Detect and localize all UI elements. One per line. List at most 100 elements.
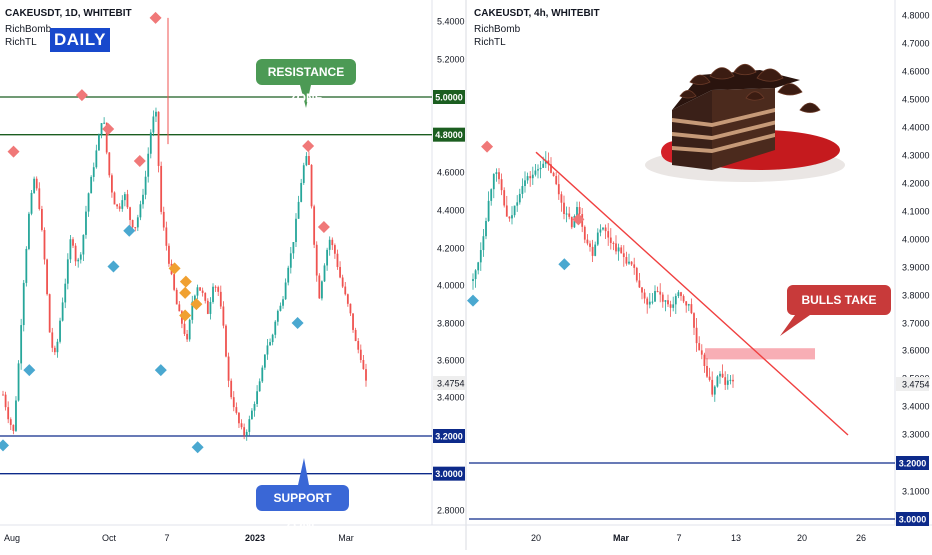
buy-signal-marker[interactable] xyxy=(467,294,479,307)
candle-body xyxy=(521,186,524,194)
left-horizontal-levels xyxy=(0,96,432,475)
candle-body xyxy=(661,294,664,302)
candle-body xyxy=(643,292,646,299)
bulls-zone-box[interactable] xyxy=(705,348,815,360)
sell-signal-marker[interactable] xyxy=(7,145,20,158)
candle-body xyxy=(139,204,142,218)
buy-signal-marker[interactable] xyxy=(191,441,204,454)
candle-body xyxy=(300,182,303,202)
candle-body xyxy=(318,275,321,299)
x-tick-label: Mar xyxy=(338,533,354,543)
candle-body xyxy=(235,407,238,413)
sell-signal-marker[interactable] xyxy=(149,11,162,24)
left-symbol-title: CAKEUSDT, 1D, WHITEBIT xyxy=(5,8,132,19)
candle-body xyxy=(274,321,277,335)
candle-body xyxy=(511,215,513,219)
x-tick-label: Mar xyxy=(613,533,630,543)
candle-body xyxy=(346,294,349,304)
candle-body xyxy=(201,290,204,293)
buy-signal-marker[interactable] xyxy=(23,364,36,377)
bulls-take-over-callout: BULLS TAKE OVER xyxy=(787,285,891,337)
left-price-axis: 5.0000 4.8000 3.2000 3.0000 5.4000 5.2000 4.60… xyxy=(433,17,465,516)
right-bulls-zone xyxy=(705,348,815,360)
candle-body xyxy=(700,350,703,355)
candle-body xyxy=(266,345,269,355)
sell-signal-marker[interactable] xyxy=(133,155,146,168)
candle-body xyxy=(607,231,610,238)
candle-body xyxy=(654,291,656,302)
candle-body xyxy=(69,239,72,260)
candle-body xyxy=(365,369,367,381)
y-tick-label: 3.4000 xyxy=(437,393,465,403)
candle-body xyxy=(550,164,552,173)
candle-body xyxy=(352,313,354,330)
candle-body xyxy=(477,262,480,271)
sell-signal-marker[interactable] xyxy=(102,123,115,136)
candle-body xyxy=(680,292,682,297)
orange-signal-marker[interactable] xyxy=(190,298,203,311)
candle-body xyxy=(279,305,282,311)
buy-signal-marker[interactable] xyxy=(154,364,167,377)
left-indicator-richbomb[interactable]: RichBomb xyxy=(5,24,52,35)
orange-signal-marker[interactable] xyxy=(179,286,192,299)
buy-signal-marker[interactable] xyxy=(107,260,120,273)
candle-body xyxy=(85,211,87,235)
candle-body xyxy=(732,379,734,382)
candle-body xyxy=(282,299,284,306)
candle-body xyxy=(620,247,623,254)
right-indicator-richtl[interactable]: RichTL xyxy=(474,37,506,48)
buy-signal-marker[interactable] xyxy=(0,439,9,452)
candle-body xyxy=(64,283,67,303)
candle-body xyxy=(333,245,336,254)
candle-body xyxy=(147,153,150,177)
chocolate-curl xyxy=(733,63,757,76)
sell-signal-marker[interactable] xyxy=(572,213,585,226)
candle-body xyxy=(612,242,615,244)
candle-body xyxy=(30,192,33,214)
right-indicator-richbomb[interactable]: RichBomb xyxy=(474,24,521,35)
buy-signal-marker[interactable] xyxy=(123,224,136,237)
y-tick-label: 4.3000 xyxy=(902,151,930,161)
y-tick-label: 4.1000 xyxy=(902,207,930,217)
sell-signal-marker[interactable] xyxy=(302,139,315,152)
candle-body xyxy=(51,332,54,348)
candle-body xyxy=(212,286,214,302)
buy-signal-marker[interactable] xyxy=(291,317,304,329)
sell-signal-marker[interactable] xyxy=(75,89,88,102)
sell-signal-marker[interactable] xyxy=(481,140,494,153)
candle-body xyxy=(349,303,352,314)
y-tick-label: 4.4000 xyxy=(437,206,465,216)
descending-trendline[interactable] xyxy=(535,151,849,436)
candle-body xyxy=(134,227,137,229)
y-tick-label: 5.2000 xyxy=(437,55,465,65)
orange-signal-marker[interactable] xyxy=(179,309,192,322)
left-indicator-richtl[interactable]: RichTL xyxy=(5,37,37,48)
x-tick-label: 20 xyxy=(797,533,807,543)
candle-body xyxy=(669,304,672,308)
candle-body xyxy=(302,165,305,183)
candle-body xyxy=(568,213,571,217)
candle-body xyxy=(271,334,274,343)
candle-body xyxy=(625,257,628,264)
resistance-callout-pointer xyxy=(300,85,311,108)
orange-signal-marker[interactable] xyxy=(168,262,181,275)
level-tag-text-support-upper: 3.2000 xyxy=(435,432,463,442)
orange-signal-marker[interactable] xyxy=(179,275,192,288)
candle-body xyxy=(609,237,612,243)
candle-body xyxy=(589,243,591,247)
candle-body xyxy=(46,259,48,295)
candle-body xyxy=(498,172,500,180)
candle-body xyxy=(516,202,519,206)
candle-body xyxy=(245,431,248,436)
sell-signal-marker[interactable] xyxy=(317,220,330,233)
candle-body xyxy=(276,310,279,322)
candle-body xyxy=(602,227,604,230)
candle-body xyxy=(238,412,240,424)
candle-body xyxy=(92,167,95,177)
buy-signal-marker[interactable] xyxy=(558,258,571,271)
y-tick-label: 4.2000 xyxy=(437,244,465,254)
candle-body xyxy=(323,265,326,282)
candle-body xyxy=(500,179,503,191)
